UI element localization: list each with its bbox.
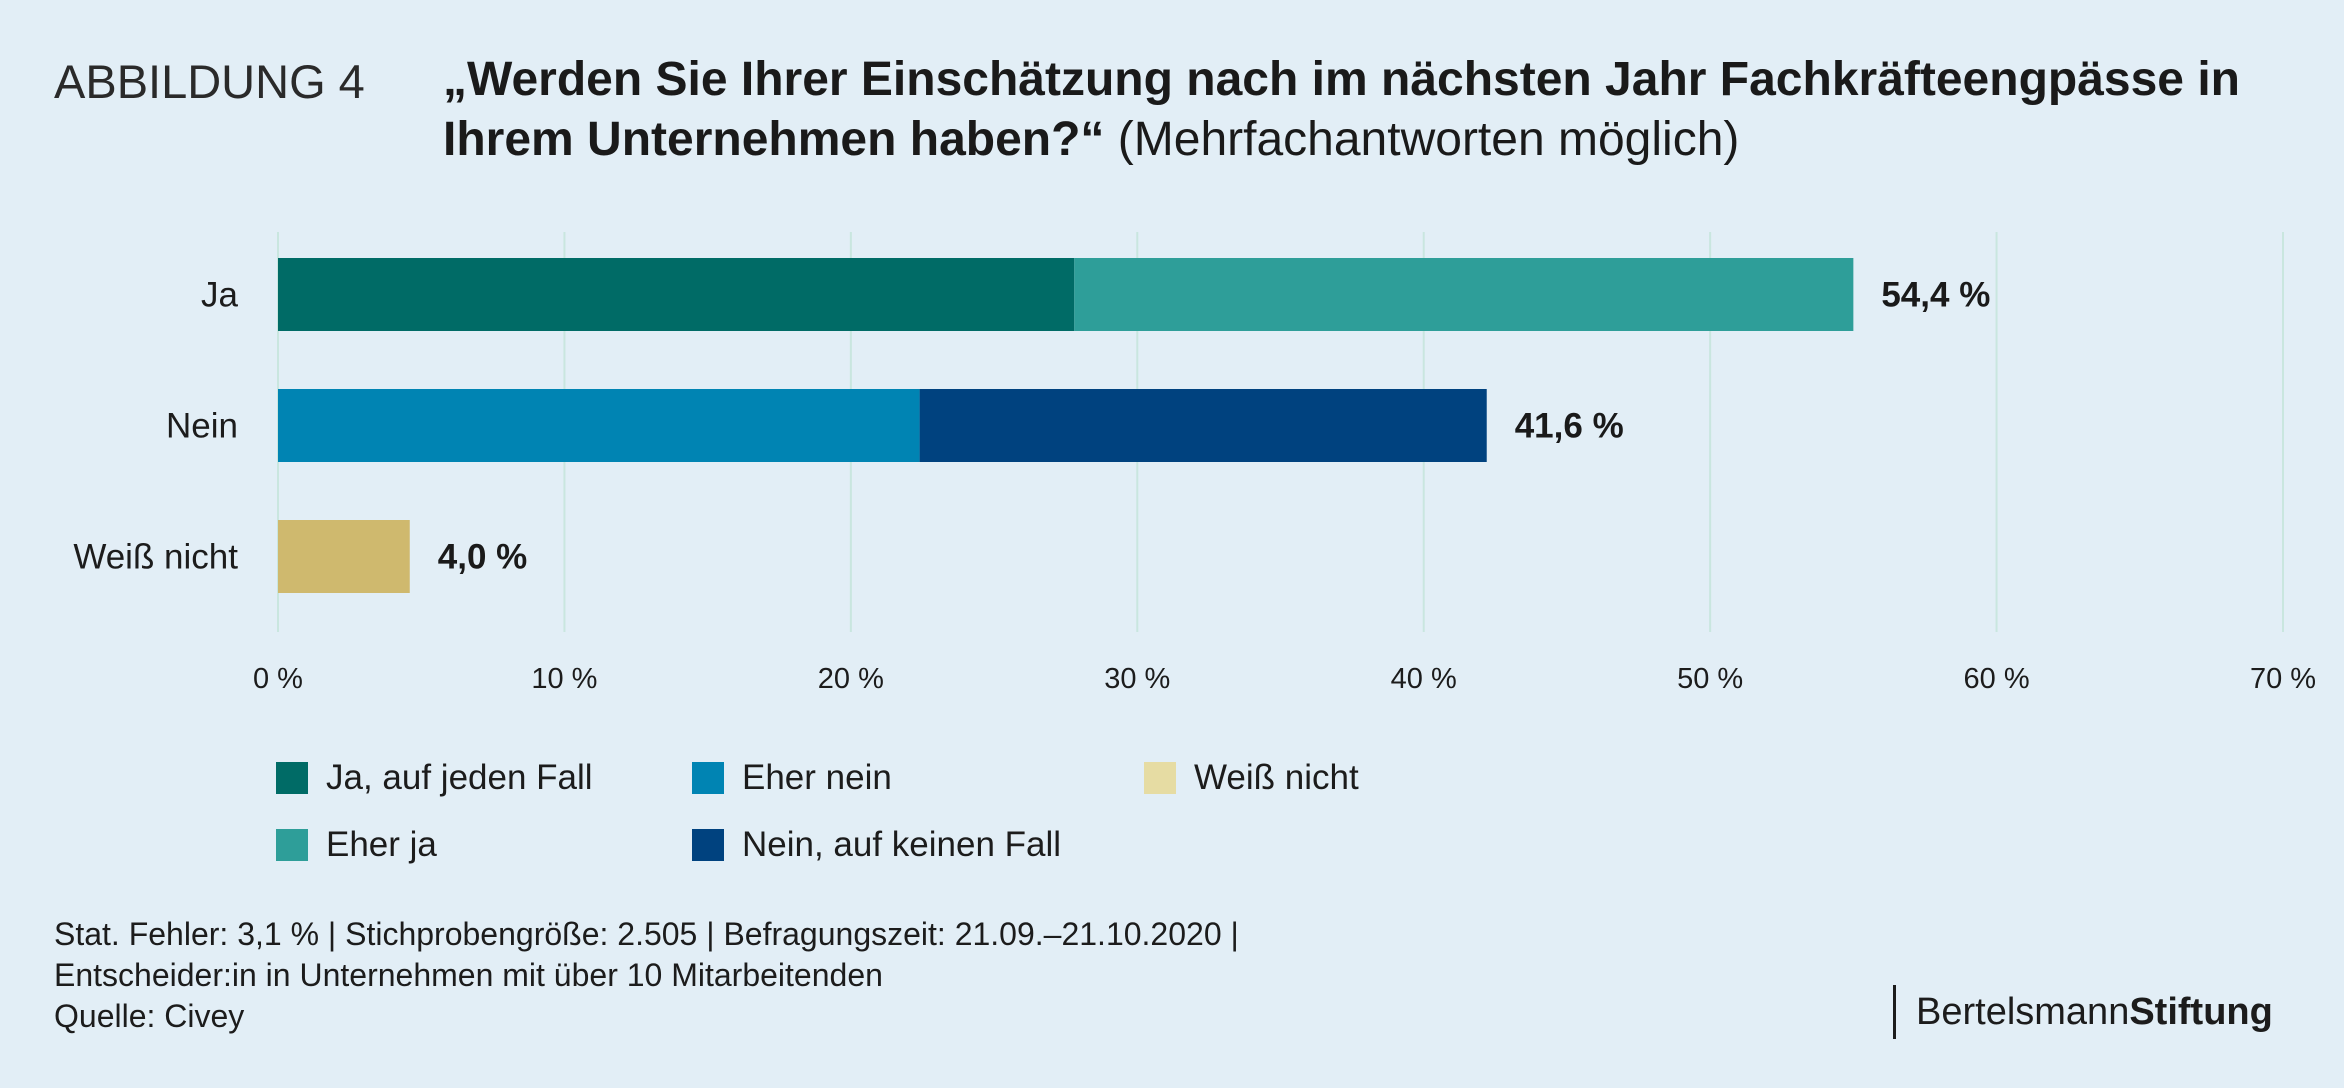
chart-question: „Werden Sie Ihrer Einschätzung nach im n… — [443, 53, 2240, 166]
figure-label: ABBILDUNG 4 — [54, 55, 365, 108]
footer-stats: Stat. Fehler: 3,1 % | Stichprobengröße: … — [54, 916, 1239, 952]
category-label: Ja — [201, 276, 239, 315]
x-tick-label: 60 % — [1964, 663, 2030, 695]
legend-label: Nein, auf keinen Fall — [742, 825, 1062, 864]
legend-item-eher-nein: Eher nein — [692, 758, 892, 798]
bar-segment — [278, 520, 410, 593]
category-label: Weiß nicht — [73, 538, 238, 577]
x-tick-label: 0 % — [253, 663, 303, 695]
bar-segment — [278, 389, 920, 462]
legend-label: Weiß nicht — [1194, 758, 1359, 797]
legend: Ja, auf jeden Fall Eher nein Weiß nicht … — [276, 758, 1476, 898]
brand-logo: BertelsmannStiftung — [1893, 985, 2273, 1039]
x-tick-label: 70 % — [2250, 663, 2316, 695]
legend-swatch — [692, 762, 724, 794]
legend-item-ja-auf-jeden-fall: Ja, auf jeden Fall — [276, 758, 593, 798]
bar-segment — [278, 258, 1075, 331]
brand-name-part2: Stiftung — [2129, 991, 2273, 1033]
legend-label: Eher ja — [326, 825, 437, 864]
data-label: 54,4 % — [1881, 276, 1990, 315]
bar-segment — [1074, 258, 1854, 331]
footer-source: Quelle: Civey — [54, 998, 245, 1034]
x-tick-label: 50 % — [1677, 663, 1743, 695]
x-tick-label: 30 % — [1104, 663, 1170, 695]
legend-swatch — [276, 829, 308, 861]
x-tick-label: 10 % — [531, 663, 597, 695]
legend-label: Eher nein — [742, 758, 892, 797]
bars — [278, 258, 1854, 593]
x-tick-label: 40 % — [1391, 663, 1457, 695]
data-label: 4,0 % — [438, 538, 528, 577]
chart-note: (Mehrfachantworten möglich) — [1117, 113, 1740, 166]
bar-chart: 0 % 10 % 20 % 30 % 40 % 50 % 60 % 70 % Ja 54,4 % N… — [73, 232, 2316, 696]
legend-item-eher-ja: Eher ja — [276, 825, 437, 865]
category-label: Nein — [166, 407, 238, 446]
footer-notes: Stat. Fehler: 3,1 % | Stichprobengröße: … — [54, 914, 1239, 1037]
bar-segment — [919, 389, 1487, 462]
legend-swatch — [692, 829, 724, 861]
chart-title: „Werden Sie Ihrer Einschätzung nach im n… — [443, 50, 2313, 170]
legend-swatch — [276, 762, 308, 794]
legend-swatch — [1144, 762, 1176, 794]
brand-name-part1: Bertelsmann — [1916, 991, 2130, 1033]
legend-label: Ja, auf jeden Fall — [326, 758, 593, 797]
legend-item-nein-auf-keinen-fall: Nein, auf keinen Fall — [692, 825, 1061, 865]
labels: 0 % 10 % 20 % 30 % 40 % 50 % 60 % 70 % Ja 54,4 % N… — [73, 276, 2316, 696]
legend-item-weiss-nicht: Weiß nicht — [1144, 758, 1359, 798]
data-label: 41,6 % — [1515, 407, 1624, 446]
x-tick-label: 20 % — [818, 663, 884, 695]
footer-population: Entscheider:in in Unternehmen mit über 1… — [54, 957, 883, 993]
